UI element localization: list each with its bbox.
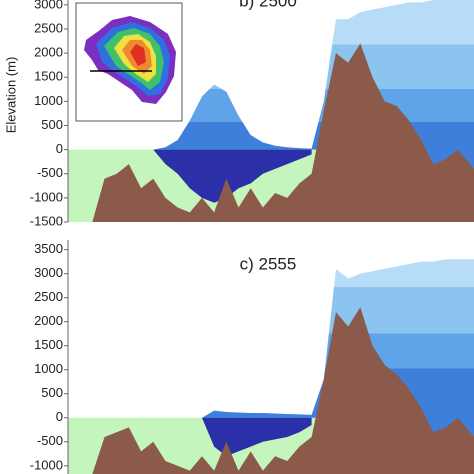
panel-title: b) 2500 [239, 0, 297, 10]
area [68, 43, 474, 222]
y-tick-label: 2000 [34, 313, 63, 328]
y-tick-label: 3500 [34, 241, 63, 256]
y-tick-label: 2000 [34, 45, 63, 60]
y-tick-label: 1000 [34, 361, 63, 376]
y-axis-label: Elevation (m) [3, 57, 18, 134]
y-tick-label: 0 [56, 141, 63, 156]
y-tick-label: -1500 [30, 213, 63, 228]
area [153, 149, 312, 203]
y-tick-label: 0 [56, 409, 63, 424]
y-tick-label: 500 [41, 385, 63, 400]
y-tick-label: 3000 [34, 265, 63, 280]
area [201, 417, 312, 457]
y-tick-label: 1500 [34, 69, 63, 84]
y-tick-label: 1500 [34, 337, 63, 352]
y-tick-label: 1000 [34, 93, 63, 108]
y-tick-label: 2500 [34, 289, 63, 304]
y-tick-label: -1000 [30, 457, 63, 472]
y-tick-label: -500 [37, 433, 63, 448]
panel-title: c) 2555 [240, 254, 297, 273]
y-tick-label: 500 [41, 117, 63, 132]
area [68, 307, 474, 474]
y-tick-label: -500 [37, 165, 63, 180]
inset-map [75, 2, 183, 122]
y-tick-label: 3000 [34, 0, 63, 11]
y-tick-label: -1000 [30, 189, 63, 204]
y-tick-label: 2500 [34, 20, 63, 35]
